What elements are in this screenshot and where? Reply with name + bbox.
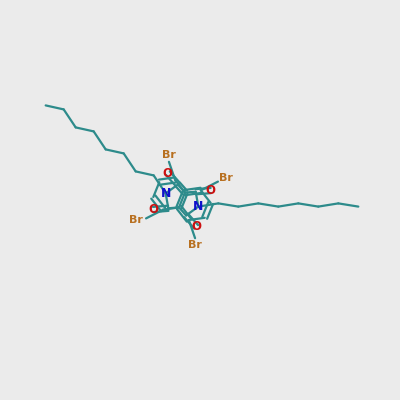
Text: O: O [148, 203, 158, 216]
Text: Br: Br [219, 173, 233, 183]
Text: N: N [193, 200, 204, 213]
Text: O: O [163, 167, 173, 180]
Text: O: O [206, 184, 216, 197]
Text: Br: Br [162, 150, 176, 160]
Text: Br: Br [188, 240, 202, 250]
Text: O: O [191, 220, 201, 233]
Text: Br: Br [129, 215, 143, 225]
Text: N: N [160, 187, 171, 200]
